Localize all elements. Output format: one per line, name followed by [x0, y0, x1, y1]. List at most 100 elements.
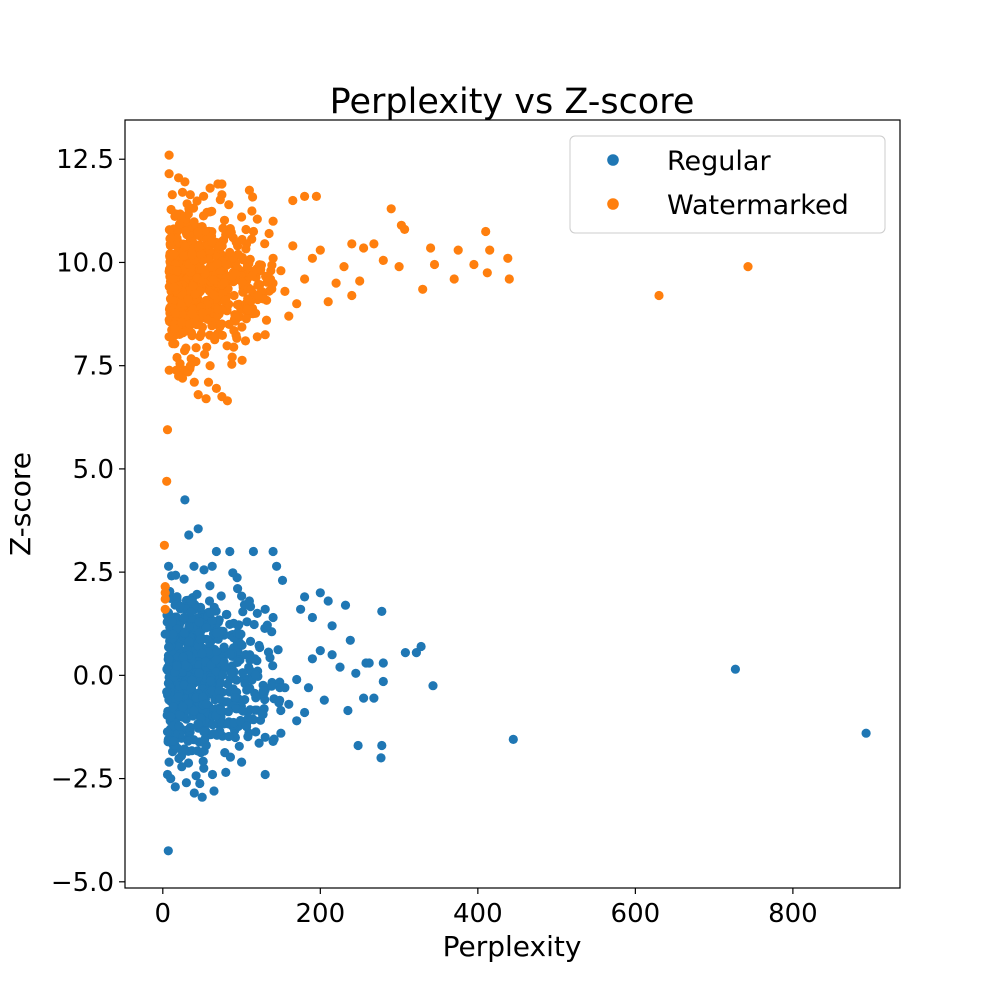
- point-watermarked: [165, 332, 174, 341]
- point-regular: [180, 629, 189, 638]
- point-regular: [245, 596, 254, 605]
- y-tick-label: −2.5: [51, 765, 114, 795]
- point-regular: [251, 727, 260, 736]
- point-watermarked: [253, 332, 262, 341]
- point-watermarked: [227, 272, 236, 281]
- point-watermarked: [238, 253, 247, 262]
- point-watermarked: [174, 371, 183, 380]
- point-watermarked: [221, 295, 230, 304]
- point-regular: [369, 694, 378, 703]
- point-watermarked: [172, 266, 181, 275]
- point-regular: [184, 737, 193, 746]
- point-regular: [243, 732, 252, 741]
- point-watermarked: [332, 279, 341, 288]
- y-tick-label: 0.0: [73, 661, 114, 691]
- point-regular: [276, 706, 285, 715]
- point-regular: [206, 676, 215, 685]
- point-watermarked: [312, 192, 321, 201]
- point-watermarked: [210, 291, 219, 300]
- point-watermarked: [245, 186, 254, 195]
- point-regular: [186, 607, 195, 616]
- point-watermarked: [216, 195, 225, 204]
- point-regular: [379, 658, 388, 667]
- point-regular: [292, 716, 301, 725]
- point-regular: [265, 653, 274, 662]
- point-watermarked: [316, 246, 325, 255]
- point-watermarked: [232, 334, 241, 343]
- point-regular: [217, 591, 226, 600]
- point-watermarked: [204, 378, 213, 387]
- point-regular: [229, 619, 238, 628]
- point-watermarked: [163, 425, 172, 434]
- point-watermarked: [300, 274, 309, 283]
- point-regular: [184, 637, 193, 646]
- point-watermarked: [246, 285, 255, 294]
- point-regular: [212, 655, 221, 664]
- point-regular: [308, 613, 317, 622]
- point-regular: [241, 650, 250, 659]
- point-watermarked: [347, 239, 356, 248]
- point-watermarked: [170, 283, 179, 292]
- point-regular: [178, 702, 187, 711]
- point-regular: [166, 774, 175, 783]
- point-regular: [261, 733, 270, 742]
- point-regular: [209, 786, 218, 795]
- point-watermarked: [194, 390, 203, 399]
- point-watermarked: [162, 477, 171, 486]
- point-regular: [195, 617, 204, 626]
- point-watermarked: [228, 353, 237, 362]
- point-regular: [272, 562, 281, 571]
- point-regular: [316, 646, 325, 655]
- point-watermarked: [179, 251, 188, 260]
- point-watermarked: [426, 243, 435, 252]
- point-regular: [208, 770, 217, 779]
- point-watermarked: [246, 255, 255, 264]
- point-regular: [171, 782, 180, 791]
- point-watermarked: [225, 320, 234, 329]
- point-watermarked: [165, 366, 174, 375]
- point-regular: [274, 645, 283, 654]
- point-watermarked: [430, 260, 439, 269]
- point-watermarked: [247, 206, 256, 215]
- point-regular: [206, 609, 215, 618]
- point-watermarked: [238, 356, 247, 365]
- point-watermarked: [743, 262, 752, 271]
- point-regular: [180, 575, 189, 584]
- point-watermarked: [243, 294, 252, 303]
- point-watermarked: [241, 225, 250, 234]
- point-regular: [238, 641, 247, 650]
- point-regular: [221, 768, 230, 777]
- point-watermarked: [217, 179, 226, 188]
- point-regular: [236, 716, 245, 725]
- point-regular: [198, 793, 207, 802]
- x-axis-label: Perplexity: [443, 930, 582, 963]
- legend-marker-watermarked: [607, 198, 619, 210]
- point-regular: [174, 692, 183, 701]
- point-watermarked: [178, 188, 187, 197]
- point-watermarked: [175, 220, 184, 229]
- point-watermarked: [503, 254, 512, 263]
- point-regular: [324, 596, 333, 605]
- point-watermarked: [224, 200, 233, 209]
- point-regular: [187, 596, 196, 605]
- point-regular: [235, 630, 244, 639]
- point-watermarked: [265, 229, 274, 238]
- point-watermarked: [186, 361, 195, 370]
- point-watermarked: [220, 216, 229, 225]
- legend-label-regular: Regular: [667, 146, 771, 177]
- point-watermarked: [269, 217, 278, 226]
- point-regular: [269, 613, 278, 622]
- point-watermarked: [188, 331, 197, 340]
- point-regular: [224, 732, 233, 741]
- point-watermarked: [207, 207, 216, 216]
- point-watermarked: [229, 343, 238, 352]
- point-regular: [172, 661, 181, 670]
- point-regular: [235, 742, 244, 751]
- y-tick-label: −5.0: [51, 868, 114, 898]
- point-regular: [222, 610, 231, 619]
- point-regular: [165, 758, 174, 767]
- point-regular: [377, 607, 386, 616]
- point-watermarked: [171, 309, 180, 318]
- point-regular: [218, 671, 227, 680]
- chart-title: Perplexity vs Z-score: [330, 82, 695, 122]
